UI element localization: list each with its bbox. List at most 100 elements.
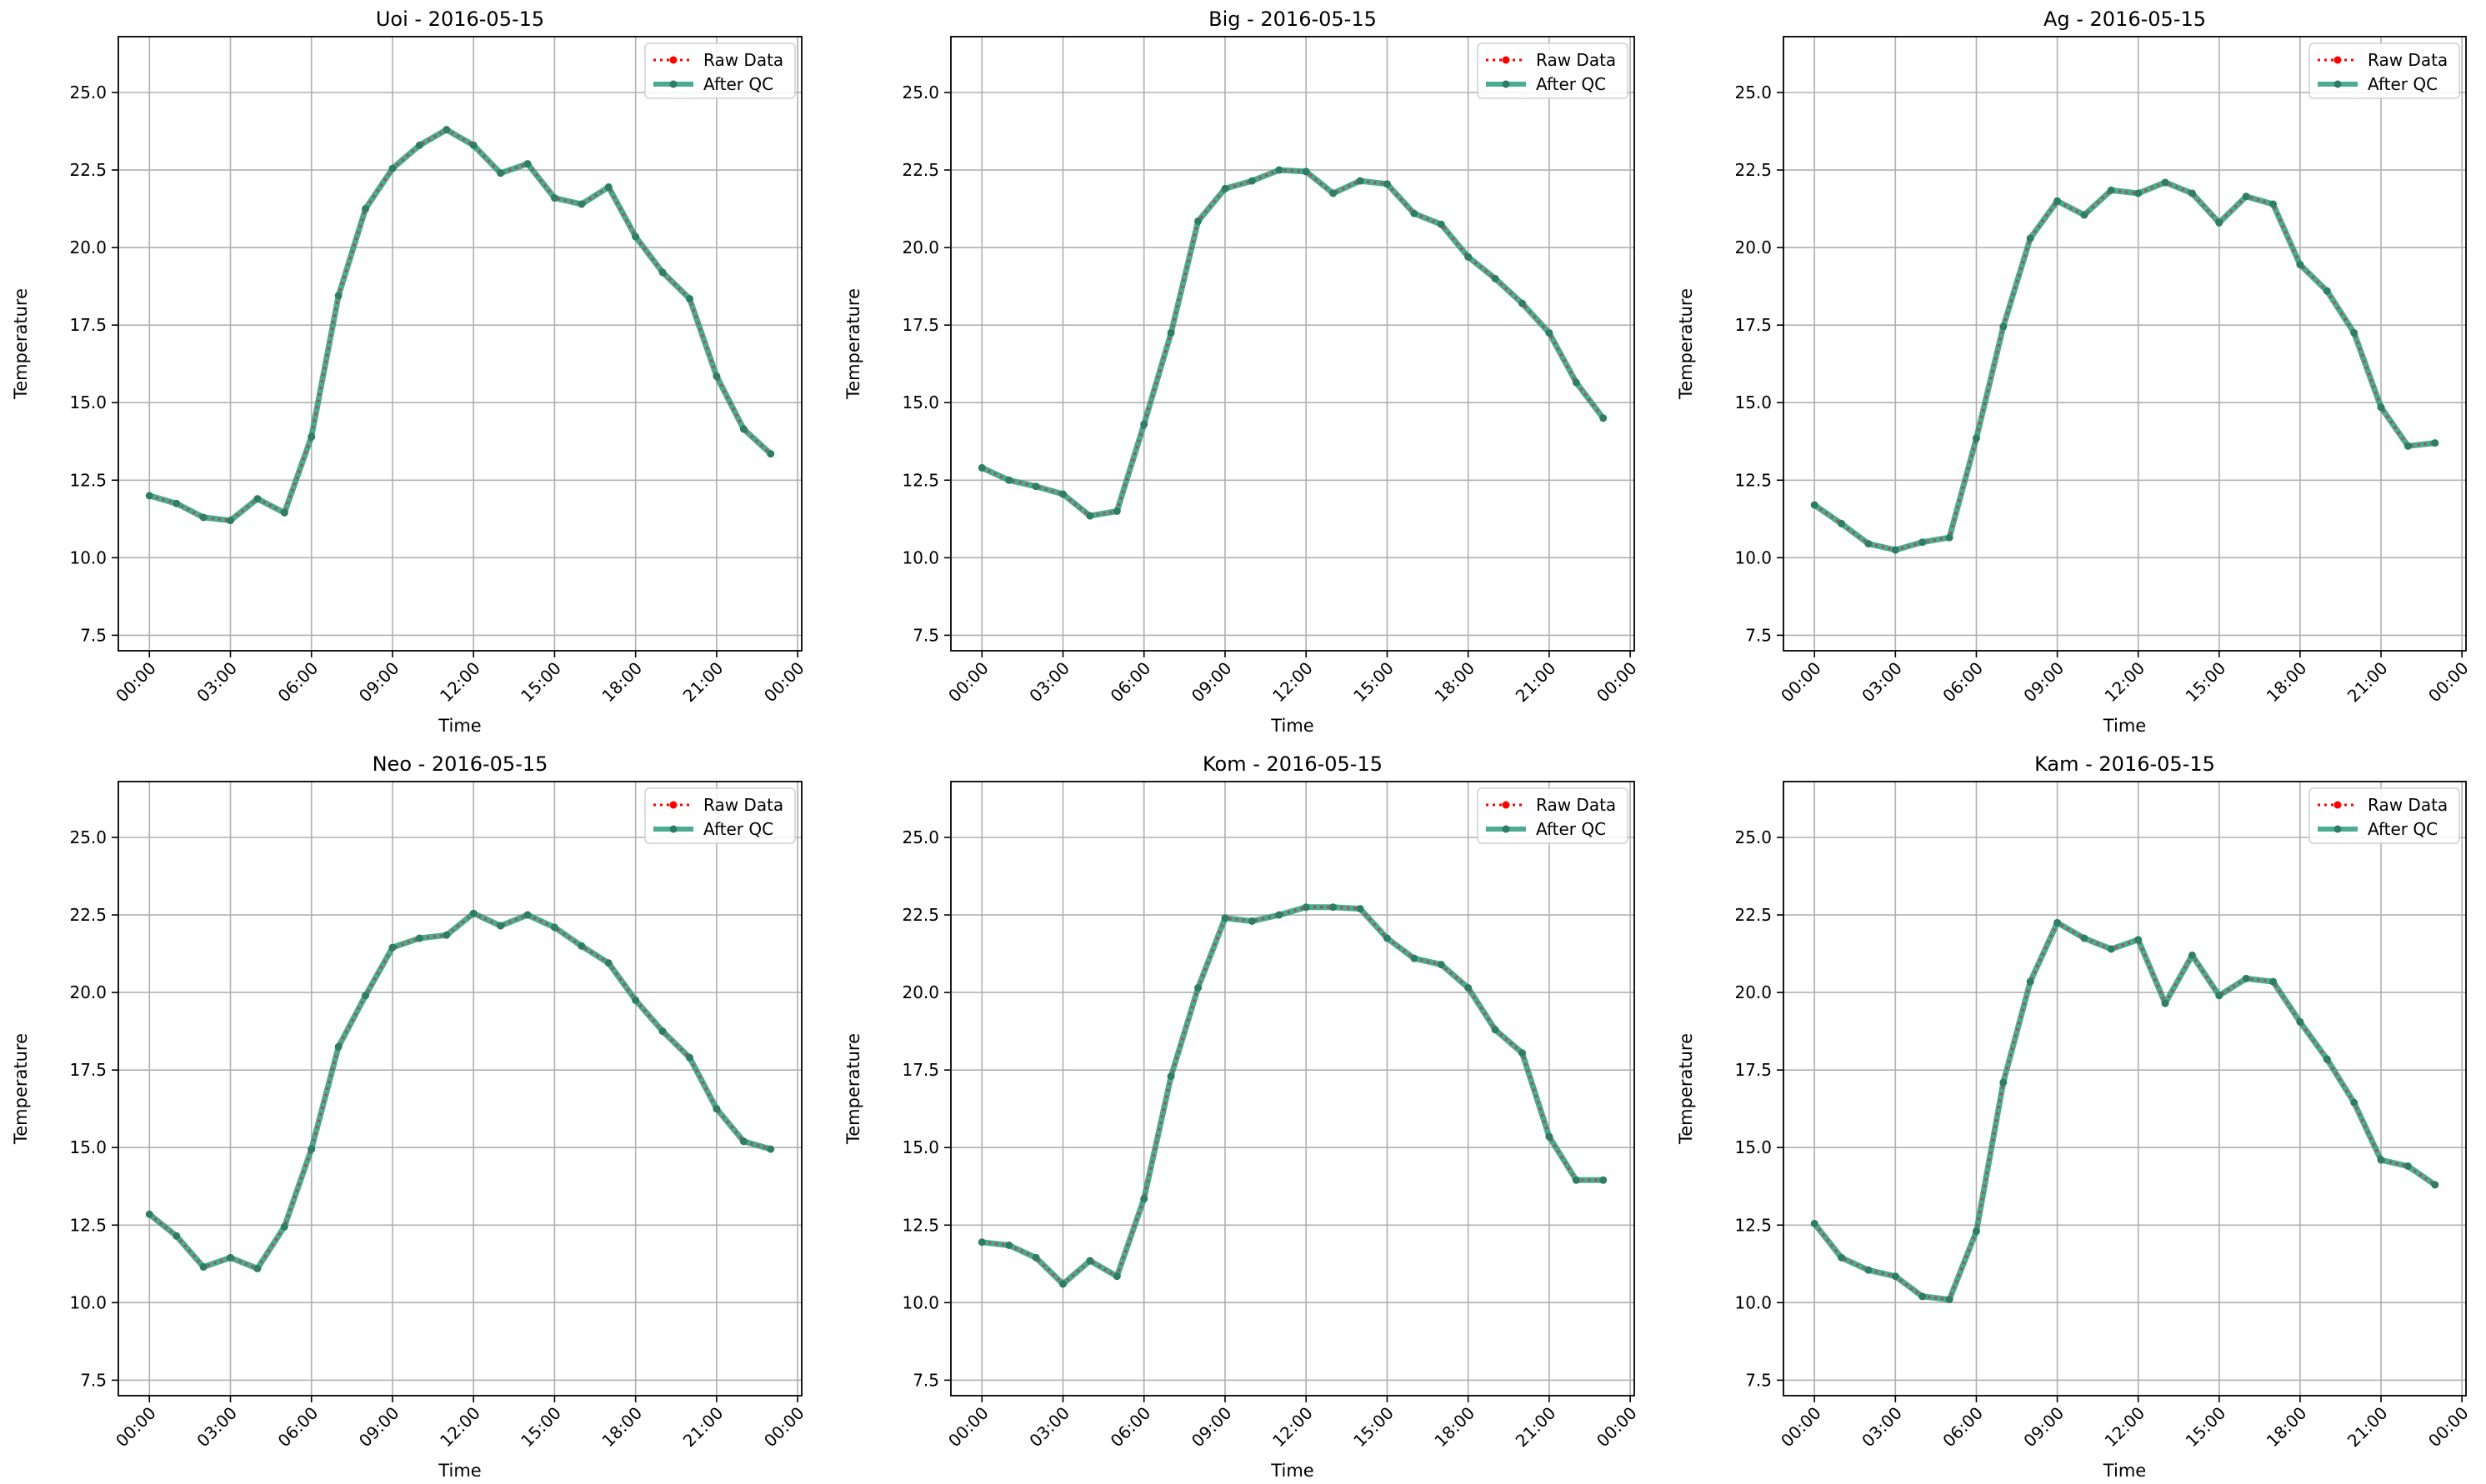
legend-raw-marker [669, 56, 678, 64]
after-qc-point [2350, 328, 2358, 337]
chart-title: Kam - 2016-05-15 [2034, 752, 2215, 776]
y-tick-label: 12.5 [1734, 1215, 1772, 1235]
after-qc-point [1356, 905, 1364, 913]
after-qc-point [2161, 999, 2169, 1007]
after-qc-point [2080, 934, 2088, 942]
axes-frame [1783, 781, 2467, 1397]
legend-qc-label: After QC [2368, 74, 2438, 94]
x-tick-label: 18:00 [2263, 1403, 2311, 1452]
legend-qc-label: After QC [703, 74, 773, 94]
after-qc-point [978, 1238, 986, 1247]
after-qc-point [713, 372, 721, 381]
series-raw-data-line [1813, 181, 2435, 552]
after-qc-point [739, 1137, 748, 1146]
x-tick-label: 00:00 [1777, 1403, 1825, 1452]
x-tick-label: 00:00 [2424, 1403, 2473, 1452]
y-tick-label: 25.0 [1734, 82, 1772, 102]
y-tick-label: 25.0 [902, 82, 939, 102]
legend: Raw Data After QC [1477, 42, 1628, 99]
legend-qc-label: After QC [703, 819, 773, 839]
after-qc-point [1248, 177, 1256, 185]
series-after-qc-line [981, 904, 1603, 1287]
after-qc-point [199, 1263, 208, 1272]
after-qc-point [1572, 1176, 1580, 1184]
x-tick-label: 15:00 [517, 1403, 565, 1452]
legend-qc-marker [2333, 825, 2342, 833]
after-qc-point [173, 499, 181, 507]
x-tick-label: 09:00 [1188, 1403, 1236, 1452]
x-tick-label: 21:00 [679, 1403, 728, 1452]
x-tick-label: 21:00 [2343, 658, 2392, 707]
legend-qc-marker [2333, 80, 2342, 88]
after-qc-point [1491, 1026, 1499, 1034]
after-qc-point [1032, 1253, 1040, 1262]
after-qc-point [685, 1053, 693, 1062]
x-tick-label: 12:00 [1268, 1403, 1317, 1452]
after-qc-point [388, 164, 397, 172]
after-qc-point [1221, 184, 1229, 192]
after-qc-point [1194, 217, 1203, 225]
after-qc-point [2188, 951, 2196, 959]
y-tick-label: 25.0 [69, 827, 107, 847]
after-qc-point [978, 463, 986, 472]
y-tick-label: 20.0 [69, 237, 107, 257]
axes-frame [118, 781, 803, 1397]
x-tick-label: 03:00 [193, 1403, 241, 1452]
chart-title: Big - 2016-05-15 [1208, 7, 1377, 31]
after-qc-point [1972, 1227, 1980, 1236]
series-raw-data-line [982, 906, 1603, 1287]
x-tick-label: 00:00 [1593, 658, 1641, 707]
after-qc-point [1945, 533, 1953, 542]
after-qc-point [2242, 192, 2250, 201]
after-qc-point [1545, 328, 1553, 337]
after-qc-point [2377, 403, 2385, 412]
x-axis-label: Time [438, 716, 481, 736]
y-axis-label: Temperature [1676, 1033, 1696, 1145]
x-axis-label: Time [2103, 716, 2146, 736]
x-tick-label: 00:00 [1593, 1403, 1641, 1452]
after-qc-point [1491, 274, 1499, 282]
y-tick-label: 10.0 [1734, 547, 1772, 567]
x-axis-label: Time [1270, 716, 1313, 736]
x-tick-label: 00:00 [2424, 658, 2473, 707]
x-tick-label: 12:00 [2100, 658, 2148, 707]
legend-raw-marker [2333, 56, 2342, 64]
after-qc-point [1221, 914, 1229, 922]
after-qc-point [2134, 936, 2143, 944]
after-qc-point [1864, 540, 1873, 548]
after-qc-point [1864, 1266, 1873, 1274]
y-tick-label: 20.0 [1734, 237, 1772, 257]
x-tick-label: 00:00 [112, 658, 160, 707]
x-tick-label: 09:00 [1188, 658, 1236, 707]
y-tick-label: 22.5 [1734, 160, 1772, 180]
after-qc-point [2296, 261, 2304, 269]
axes-frame [950, 36, 1635, 652]
after-qc-point [767, 1145, 775, 1153]
y-tick-label: 10.0 [902, 1292, 939, 1312]
after-qc-point [1518, 1049, 1526, 1057]
legend-raw-marker [2333, 801, 2342, 809]
x-tick-label: 06:00 [1938, 1403, 1987, 1452]
x-tick-label: 15:00 [1349, 1403, 1398, 1452]
chart-title: Neo - 2016-05-15 [373, 752, 548, 776]
x-tick-label: 12:00 [2100, 1403, 2148, 1452]
chart-panel-6: 7.5 10.0 12.5 15.0 17.5 20.0 22.5 25.0 00:00 03:0… [1676, 752, 2473, 1481]
after-qc-point [1999, 322, 2008, 331]
x-tick-label: 18:00 [1430, 658, 1478, 707]
after-qc-point [253, 495, 262, 503]
after-qc-point [227, 1253, 235, 1262]
after-qc-point [2431, 439, 2439, 447]
y-tick-label: 20.0 [902, 982, 939, 1002]
after-qc-point [578, 200, 586, 208]
after-qc-point [1437, 220, 1445, 228]
x-tick-label: 18:00 [598, 1403, 646, 1452]
x-tick-label: 09:00 [355, 1403, 403, 1452]
after-qc-point [632, 232, 640, 241]
legend: Raw Data After QC [1477, 787, 1628, 844]
after-qc-point [1383, 180, 1391, 188]
y-axis-label: Temperature [11, 288, 31, 400]
x-tick-label: 06:00 [1107, 1403, 1155, 1452]
after-qc-point [388, 943, 397, 952]
after-qc-point [1545, 1132, 1553, 1141]
